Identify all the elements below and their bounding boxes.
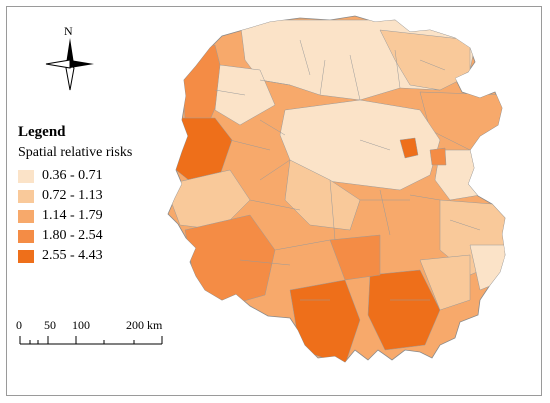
legend-item-label: 2.55 - 4.43 <box>42 248 103 263</box>
legend-item-label: 1.14 - 1.79 <box>42 208 103 223</box>
scale-label-100: 100 <box>72 318 90 332</box>
scale-label-50: 50 <box>44 318 56 332</box>
zone-city-b <box>429 147 447 166</box>
north-arrow-icon <box>45 38 94 91</box>
zone-west-mid <box>168 169 251 231</box>
legend-swatch <box>18 209 34 223</box>
legend-swatch <box>18 229 34 243</box>
zone-south-mid <box>329 234 381 281</box>
zone-south-west-hot <box>289 279 361 362</box>
map-legend: Legend Spatial relative risks 0.36 - 0.7… <box>18 124 132 266</box>
legend-swatch <box>18 249 34 263</box>
legend-item-label: 0.72 - 1.13 <box>42 188 103 203</box>
compass-north-label: N <box>64 24 73 38</box>
map-frame <box>6 6 542 396</box>
legend-title: Legend <box>18 124 66 140</box>
district-boundaries <box>214 39 481 301</box>
legend-swatch <box>18 189 34 203</box>
zone-south-light <box>419 254 471 311</box>
legend-item: 0.36 - 0.71 <box>18 166 132 186</box>
scale-bar <box>19 336 163 345</box>
legend-subtitle: Spatial relative risks <box>18 145 133 160</box>
legend-swatch <box>18 169 34 183</box>
zone-south-east-hot <box>367 269 441 351</box>
legend-item: 2.55 - 4.43 <box>18 246 132 266</box>
scale-label-0: 0 <box>16 318 22 332</box>
zone-central <box>279 99 441 191</box>
legend-item: 0.72 - 1.13 <box>18 186 132 206</box>
legend-item: 1.14 - 1.79 <box>18 206 132 226</box>
legend-item: 1.80 - 2.54 <box>18 226 132 246</box>
legend-item-label: 0.36 - 0.71 <box>42 168 103 183</box>
legend-item-label: 1.80 - 2.54 <box>42 228 103 243</box>
scale-label-200: 200 km <box>126 318 163 332</box>
zone-city <box>399 137 419 159</box>
